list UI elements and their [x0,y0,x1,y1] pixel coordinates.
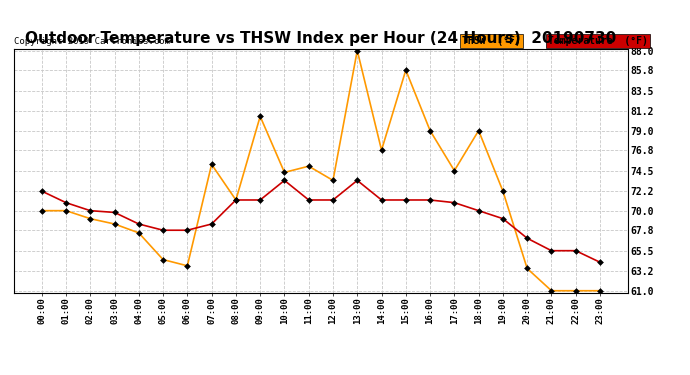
Text: Temperature  (°F): Temperature (°F) [548,36,648,46]
Text: Copyright 2019 Cartronics.com: Copyright 2019 Cartronics.com [14,38,170,46]
Title: Outdoor Temperature vs THSW Index per Hour (24 Hours)  20190730: Outdoor Temperature vs THSW Index per Ho… [26,31,616,46]
Text: THSW  (°F): THSW (°F) [462,36,521,46]
